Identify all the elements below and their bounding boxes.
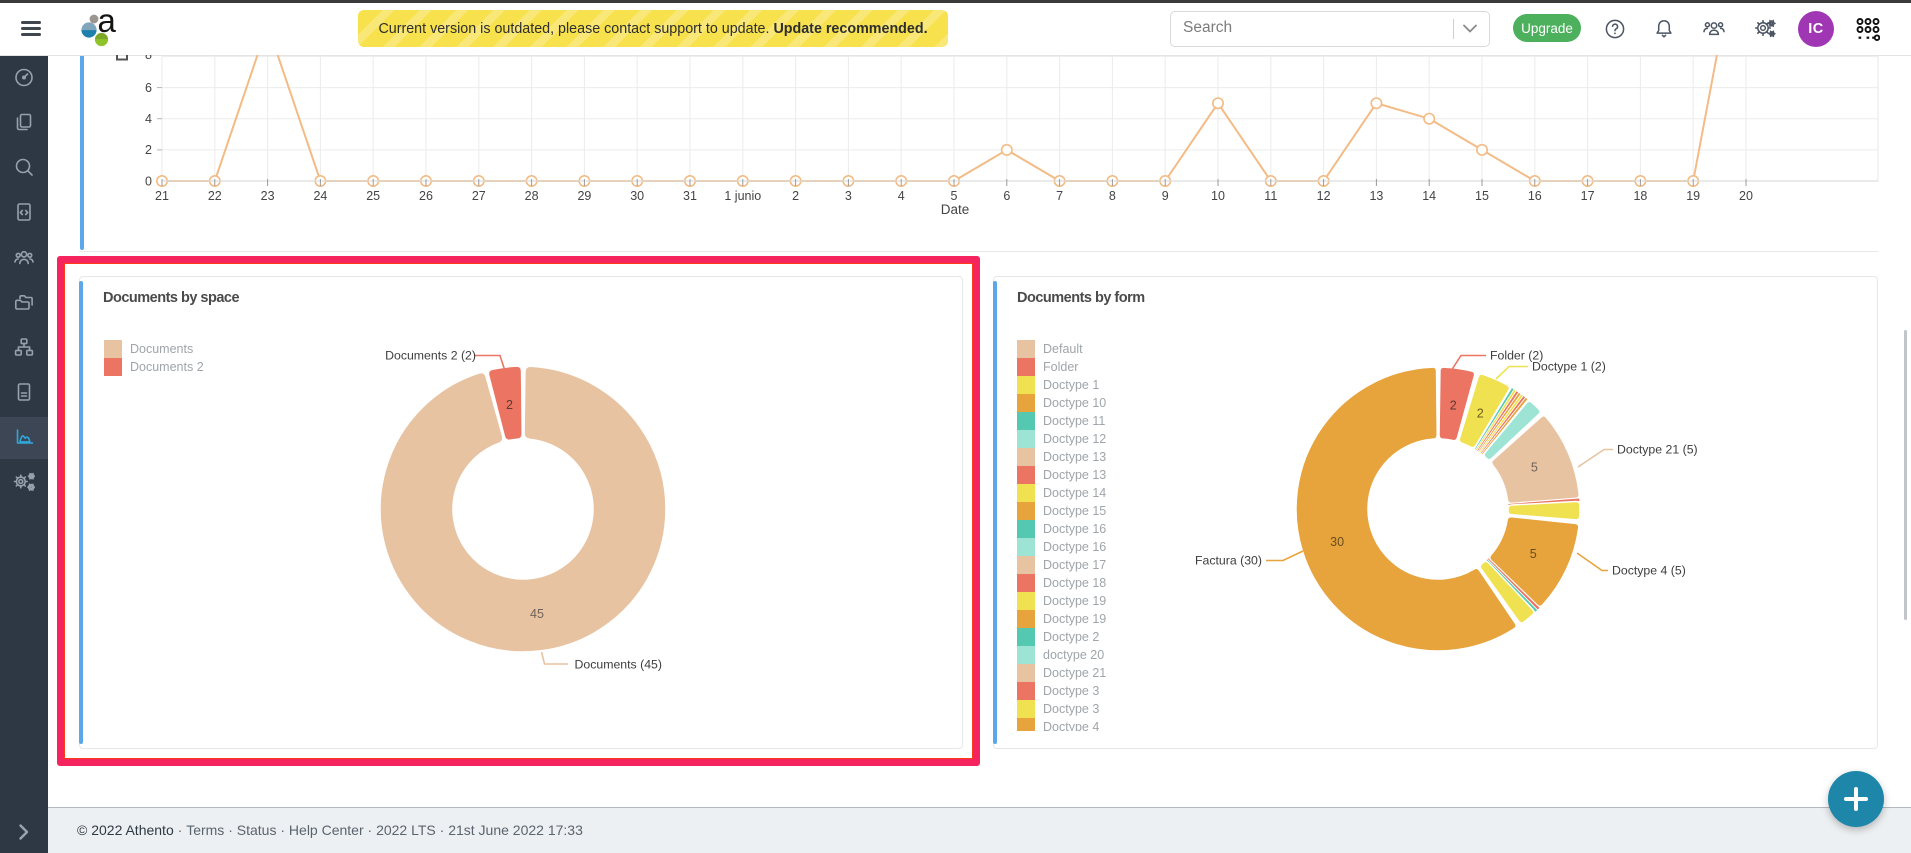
svg-text:Folder (2): Folder (2)	[1490, 349, 1543, 363]
svg-text:Doctype 1 (2): Doctype 1 (2)	[1532, 360, 1606, 374]
svg-text:Doctype 21 (5): Doctype 21 (5)	[1617, 443, 1698, 457]
svg-text:8: 8	[145, 55, 152, 62]
svg-text:6: 6	[145, 81, 152, 95]
svg-text:Date: Date	[941, 202, 970, 217]
svg-text:26: 26	[419, 189, 433, 203]
svg-text:28: 28	[525, 189, 539, 203]
svg-text:9: 9	[1162, 189, 1169, 203]
svg-text:3: 3	[845, 189, 852, 203]
svg-text:2: 2	[506, 398, 513, 412]
svg-text:16: 16	[1528, 189, 1542, 203]
svg-text:5: 5	[951, 189, 958, 203]
svg-text:2: 2	[145, 143, 152, 157]
svg-text:5: 5	[1530, 547, 1537, 561]
svg-text:13: 13	[1369, 189, 1383, 203]
svg-text:14: 14	[1422, 189, 1436, 203]
svg-text:20: 20	[1739, 189, 1753, 203]
svg-text:11: 11	[1264, 189, 1277, 203]
svg-text:10: 10	[1211, 189, 1225, 203]
svg-text:18: 18	[1633, 189, 1647, 203]
svg-text:27: 27	[472, 189, 486, 203]
svg-text:2: 2	[792, 189, 799, 203]
svg-text:5: 5	[1531, 461, 1538, 475]
svg-text:25: 25	[366, 189, 380, 203]
svg-text:Factura (30): Factura (30)	[1195, 554, 1262, 568]
svg-text:19: 19	[1686, 189, 1700, 203]
svg-text:0: 0	[145, 174, 152, 188]
svg-text:Documents (45): Documents (45)	[575, 658, 662, 672]
svg-text:Doctype 4 (5): Doctype 4 (5)	[1612, 564, 1686, 578]
svg-text:30: 30	[630, 189, 644, 203]
svg-text:22: 22	[208, 189, 222, 203]
svg-text:4: 4	[145, 112, 152, 126]
svg-text:Documents 2 (2): Documents 2 (2)	[385, 349, 476, 363]
svg-text:24: 24	[313, 189, 327, 203]
svg-text:23: 23	[261, 189, 275, 203]
svg-text:6: 6	[1003, 189, 1010, 203]
svg-text:45: 45	[530, 607, 544, 621]
svg-text:29: 29	[577, 189, 591, 203]
svg-text:2: 2	[1477, 406, 1484, 420]
svg-text:21: 21	[155, 189, 169, 203]
svg-text:31: 31	[683, 189, 697, 203]
svg-text:15: 15	[1475, 189, 1489, 203]
svg-text:a: a	[98, 6, 117, 39]
svg-text:17: 17	[1581, 189, 1595, 203]
svg-text:4: 4	[898, 189, 905, 203]
svg-text:30: 30	[1330, 535, 1344, 549]
svg-text:2: 2	[1450, 399, 1457, 413]
svg-text:1 junio: 1 junio	[724, 189, 761, 203]
svg-text:8: 8	[1109, 189, 1116, 203]
svg-text:7: 7	[1056, 189, 1063, 203]
svg-text:12: 12	[1317, 189, 1331, 203]
